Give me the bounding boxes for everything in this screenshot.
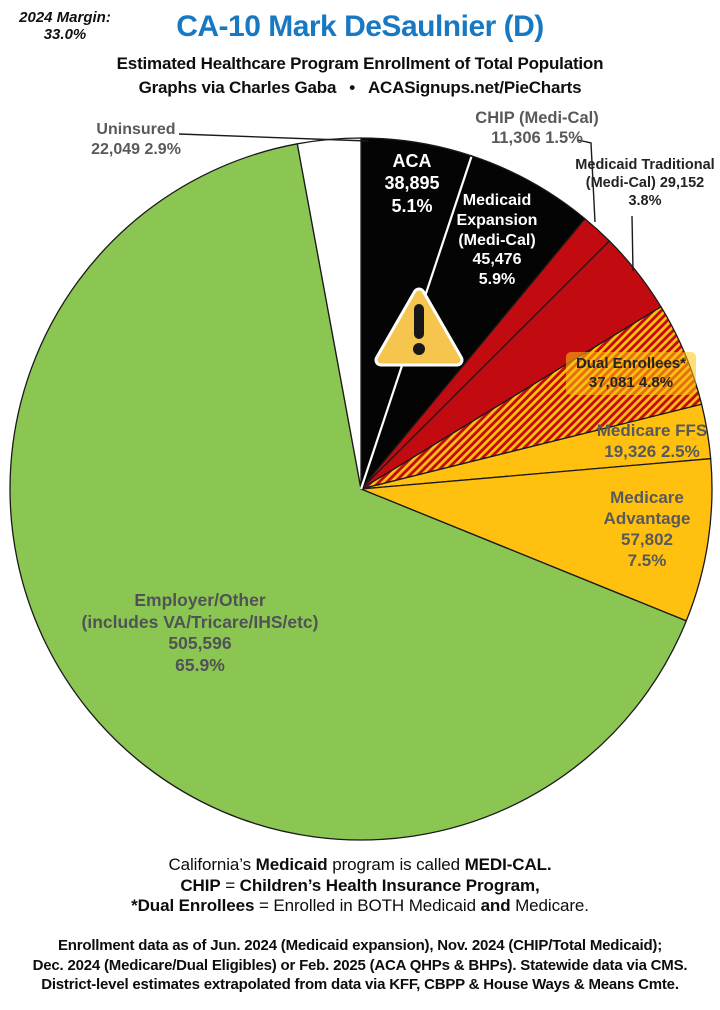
notes-segment: and: [480, 896, 511, 915]
notes-segment: program is called: [327, 855, 465, 874]
leader-line-medicaid-traditional: [631, 215, 634, 272]
label-medicare-ffs: Medicare FFS 19,326 2.5%: [597, 420, 708, 462]
label-medicaid-expansion: Medicaid Expansion (Medi-Cal) 45,476 5.9%: [457, 191, 538, 290]
credit-right: ACASignups.net/PieCharts: [367, 78, 582, 97]
label-line: 45,476: [472, 251, 522, 269]
label-line: 37,081 4.8%: [588, 373, 674, 391]
warning-icon: [374, 287, 464, 367]
label-line: Medicaid: [462, 192, 532, 209]
notes-block: California’s Medicaid program is called …: [0, 855, 720, 917]
notes-segment: Medicaid: [255, 855, 328, 874]
leader-line-uninsured: [178, 133, 369, 142]
label-aca: ACA 38,895 5.1%: [384, 150, 439, 217]
label-line: Dual Enrollees*: [575, 355, 687, 372]
label-chip: CHIP (Medi-Cal) 11,306 1.5%: [475, 108, 598, 149]
label-line: 3.8%: [628, 192, 662, 209]
notes-segment: Children’s Health Insurance Program,: [239, 875, 540, 895]
label-medicaid-traditional: Medicaid Traditional (Medi-Cal) 29,152 3.8…: [575, 157, 714, 211]
label-line: Medicare: [610, 488, 684, 507]
bullet-separator: •: [349, 78, 355, 97]
label-line: 5.1%: [391, 195, 433, 216]
label-line: Expansion: [456, 211, 538, 229]
footer-line: Enrollment data as of Jun. 2024 (Medicai…: [57, 937, 663, 954]
footer-block: Enrollment data as of Jun. 2024 (Medicai…: [0, 936, 720, 995]
label-line: 57,802: [620, 530, 673, 550]
notes-segment: California’s: [168, 855, 256, 874]
pie-slices: [9, 137, 713, 841]
margin-note-line2: 33.0%: [43, 25, 87, 43]
label-line: Medicare FFS: [596, 421, 708, 440]
label-line: ACA: [392, 151, 432, 171]
label-line: Uninsured: [96, 121, 176, 138]
label-line: 19,326 2.5%: [604, 442, 700, 462]
notes-segment: =: [220, 875, 240, 895]
label-line: (Medi-Cal) 29,152: [585, 174, 705, 191]
notes-line: California’s Medicaid program is called …: [0, 855, 720, 876]
notes-segment: Medicare.: [510, 896, 589, 915]
slice-medicaid-expansion: [360, 155, 586, 490]
notes-segment: = Enrolled in BOTH Medicaid: [254, 896, 481, 915]
notes-segment: *Dual Enrollees: [131, 896, 255, 915]
slice-employer-other: [9, 143, 687, 841]
leader-line-chip: [577, 139, 596, 223]
notes-segment: MEDI-CAL.: [464, 855, 552, 874]
credit-line: Graphs via Charles Gaba • ACASignups.net/P…: [0, 78, 720, 98]
label-line: 38,895: [384, 173, 440, 194]
label-line: 22,049 2.9%: [91, 140, 181, 158]
label-line: 7.5%: [627, 551, 667, 571]
footer-line: District-level estimates extrapolated fr…: [41, 976, 679, 993]
margin-note-line1: 2024 Margin:: [19, 9, 111, 26]
label-line: 5.9%: [478, 271, 516, 289]
label-medicare-advantage: Medicare Advantage 57,802 7.5%: [604, 487, 691, 571]
label-uninsured: Uninsured 22,049 2.9%: [91, 120, 181, 160]
chart-subtitle: Estimated Healthcare Program Enrollment …: [116, 54, 604, 73]
notes-line: CHIP = Children’s Health Insurance Progr…: [0, 876, 720, 897]
label-dual-enrollees: Dual Enrollees* 37,081 4.8%: [565, 352, 697, 396]
label-line: 505,596: [168, 633, 232, 654]
label-line: (includes VA/Tricare/IHS/etc): [81, 611, 319, 632]
label-line: CHIP (Medi-Cal): [475, 109, 599, 127]
credit-left: Graphs via Charles Gaba: [138, 78, 337, 97]
notes-segment: CHIP: [180, 875, 221, 895]
page-title: CA-10 Mark DeSaulnier (D): [176, 10, 544, 43]
label-line: 65.9%: [175, 655, 225, 676]
label-line: 11,306 1.5%: [491, 129, 583, 148]
label-line: (Medi-Cal): [458, 231, 536, 249]
margin-note: 2024 Margin: 33.0%: [6, 9, 124, 43]
notes-line: *Dual Enrollees = Enrolled in BOTH Medic…: [0, 896, 720, 917]
label-line: Employer/Other: [134, 590, 266, 610]
label-line: Advantage: [603, 509, 691, 529]
label-line: Medicaid Traditional: [575, 157, 715, 173]
label-employer-other: Employer/Other (includes VA/Tricare/IHS/e…: [82, 590, 319, 677]
slice-medicare-advantage: [360, 458, 713, 622]
footer-line: Dec. 2024 (Medicare/Dual Eligibles) or F…: [32, 956, 688, 974]
